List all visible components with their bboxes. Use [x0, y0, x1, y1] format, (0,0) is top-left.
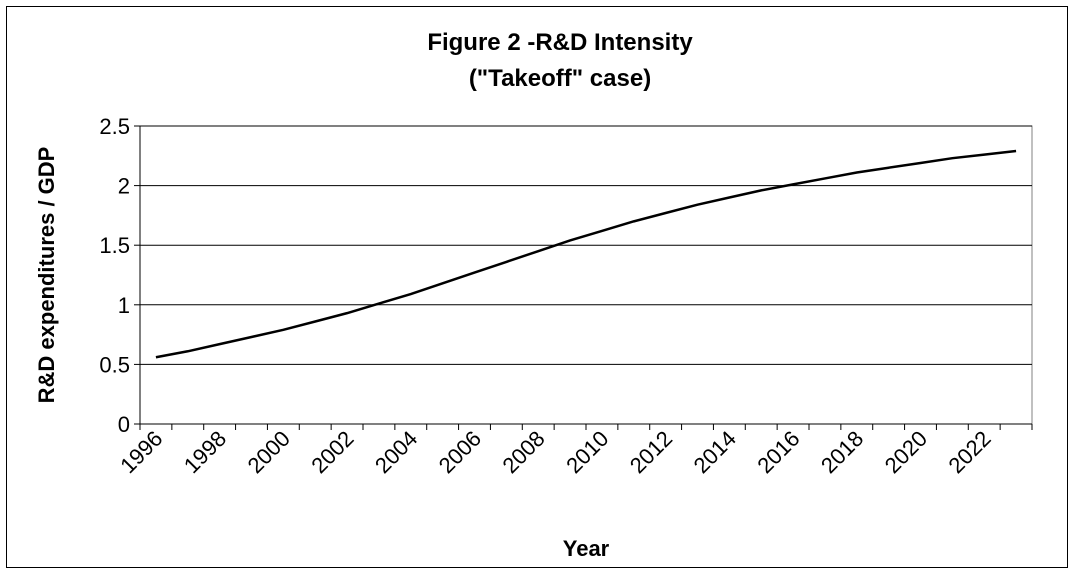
y-tick-label: 1.5: [99, 233, 130, 258]
y-tick-label: 1: [118, 293, 130, 318]
chart-title: Figure 2 -R&D Intensity: [427, 29, 693, 56]
x-axis-title: Year: [563, 536, 610, 561]
plot-area: [139, 125, 1033, 425]
y-tick-label: 2.5: [99, 114, 130, 139]
y-axis-title: R&D expenditures / GDP: [34, 147, 59, 404]
y-tick-label: 2: [118, 174, 130, 199]
y-tick-label: 0.5: [99, 352, 130, 377]
chart-subtitle: ("Takeoff" case): [469, 65, 651, 92]
y-tick-label: 0: [118, 412, 130, 437]
data-line: [155, 149, 1017, 359]
